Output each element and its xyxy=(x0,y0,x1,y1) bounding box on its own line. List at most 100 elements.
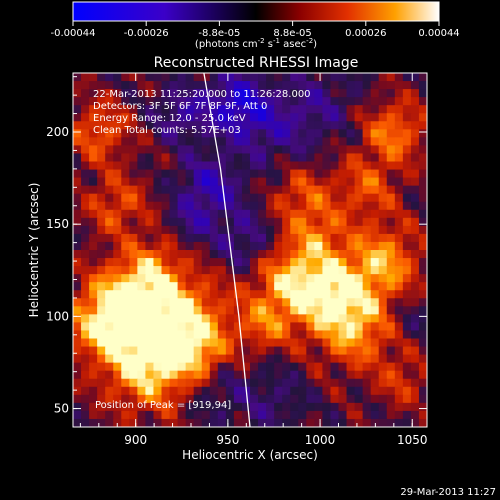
heatmap-cell xyxy=(338,113,348,122)
heatmap-cell xyxy=(322,282,332,291)
heatmap-cell xyxy=(169,322,179,332)
heatmap-cell xyxy=(418,145,427,155)
heatmap-cell xyxy=(298,241,307,251)
heatmap-cell xyxy=(394,290,404,299)
heatmap-cell xyxy=(177,217,187,227)
heatmap-cell xyxy=(338,129,348,138)
heatmap-cell xyxy=(250,81,259,90)
heatmap-cell xyxy=(169,370,179,380)
heatmap-cell xyxy=(81,185,90,195)
heatmap-cell xyxy=(282,225,291,235)
heatmap-cell xyxy=(225,225,235,235)
heatmap-cell xyxy=(394,378,404,388)
heatmap-cell xyxy=(418,105,427,114)
heatmap-cell xyxy=(378,290,388,299)
heatmap-cell xyxy=(338,402,348,412)
heatmap-cell xyxy=(209,89,219,98)
heatmap-cell xyxy=(330,209,340,219)
heatmap-cell xyxy=(209,201,219,211)
heatmap-cell xyxy=(105,225,114,235)
heatmap-cell xyxy=(418,177,427,187)
heatmap-cell xyxy=(250,282,259,291)
heatmap-cell xyxy=(73,113,82,122)
heatmap-cell xyxy=(169,97,179,106)
heatmap-cell xyxy=(177,81,187,90)
heatmap-cell xyxy=(217,338,227,348)
heatmap-cell xyxy=(250,314,259,324)
heatmap-cell xyxy=(378,258,388,267)
heatmap-cell xyxy=(378,362,388,372)
heatmap-cell xyxy=(233,241,243,251)
heatmap-cell xyxy=(185,145,195,155)
heatmap-cell xyxy=(322,410,332,420)
heatmap-cell xyxy=(145,153,155,163)
heatmap-cell xyxy=(338,322,348,332)
heatmap-cell xyxy=(314,330,324,340)
heatmap-cell xyxy=(362,418,372,427)
heatmap-cell xyxy=(81,362,90,372)
heatmap-cell xyxy=(314,217,324,227)
heatmap-cell xyxy=(137,73,147,82)
heatmap-cell xyxy=(362,394,372,404)
heatmap-cell xyxy=(105,137,114,147)
heatmap-cell xyxy=(298,290,307,299)
heatmap-cell xyxy=(266,330,275,340)
heatmap-cell xyxy=(225,161,235,171)
heatmap-cell xyxy=(394,410,404,420)
heatmap-cell xyxy=(153,137,163,147)
heatmap-cell xyxy=(161,370,171,380)
heatmap-cell xyxy=(290,225,299,235)
heatmap-cell xyxy=(153,314,163,324)
heatmap-cell xyxy=(193,161,203,171)
heatmap-cell xyxy=(73,193,82,203)
heatmap-cell xyxy=(105,410,114,420)
heatmap-cell xyxy=(338,410,348,420)
heatmap-cell xyxy=(330,73,340,82)
heatmap-cell xyxy=(193,362,203,372)
heatmap-cell xyxy=(314,137,324,147)
heatmap-cell xyxy=(378,402,388,412)
heatmap-cell xyxy=(258,322,267,332)
heatmap-cell xyxy=(402,266,412,275)
heatmap-cell xyxy=(298,274,307,283)
heatmap-cell xyxy=(153,241,163,251)
heatmap-cell xyxy=(137,129,147,138)
heatmap-cell xyxy=(169,185,179,195)
heatmap-cell xyxy=(298,113,307,122)
heatmap-cell xyxy=(322,418,332,427)
heatmap-cell xyxy=(306,233,315,243)
heatmap-cell xyxy=(185,73,195,82)
heatmap-cell xyxy=(225,410,235,420)
heatmap-cell xyxy=(282,169,291,179)
heatmap-cell xyxy=(89,386,98,396)
heatmap-cell xyxy=(354,290,364,299)
heatmap-cell xyxy=(241,306,251,315)
heatmap-cell xyxy=(81,209,90,219)
heatmap-cell xyxy=(121,290,130,299)
heatmap-cell xyxy=(137,201,147,211)
heatmap-cell xyxy=(73,410,82,420)
heatmap-cell xyxy=(378,338,388,348)
heatmap-cell xyxy=(282,241,291,251)
heatmap-cell xyxy=(250,225,259,235)
heatmap-cell xyxy=(346,169,356,179)
heatmap-cell xyxy=(129,282,138,291)
heatmap-cell xyxy=(410,266,420,275)
heatmap-cell xyxy=(169,338,179,348)
heatmap-cell xyxy=(81,161,90,171)
heatmap-cell xyxy=(418,362,427,372)
heatmap-cell xyxy=(97,258,106,267)
heatmap-cell xyxy=(346,201,356,211)
heatmap-cell xyxy=(362,129,372,138)
heatmap-cell xyxy=(386,346,396,356)
heatmap-cell xyxy=(410,306,420,315)
heatmap-cell xyxy=(354,241,364,251)
colorbar-ticks: -0.00044 -0.00026 -8.8e-05 8.8e-05 0.00026 0.… xyxy=(51,21,460,39)
heatmap-cell xyxy=(330,330,340,340)
heatmap-cell xyxy=(97,177,106,187)
colorbar-tick-label: 0.00044 xyxy=(418,28,459,39)
heatmap-cell xyxy=(378,177,388,187)
heatmap-cell xyxy=(274,113,283,122)
heatmap-cell xyxy=(137,121,147,130)
heatmap-cell xyxy=(354,346,364,356)
